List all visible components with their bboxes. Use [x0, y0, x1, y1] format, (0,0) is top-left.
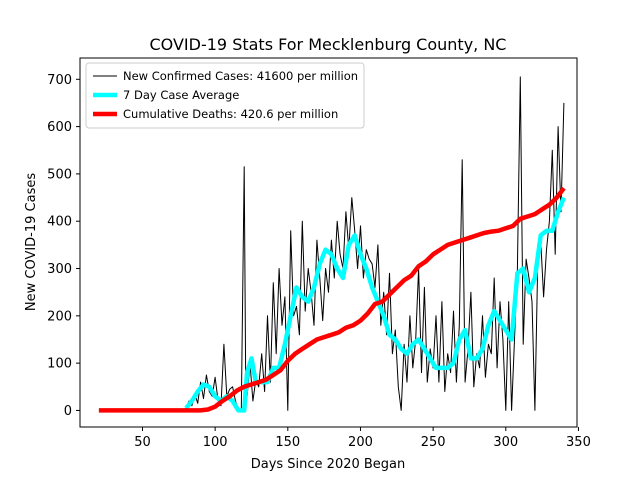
series-line-2	[98, 186, 566, 413]
y-tick-label: 300	[47, 262, 72, 277]
x-tick-label: 200	[348, 435, 373, 450]
x-tick-label: 50	[134, 435, 151, 450]
legend-label-0: New Confirmed Cases: 41600 per million	[123, 69, 358, 83]
series-layer	[98, 76, 566, 413]
x-tick-label: 300	[493, 435, 518, 450]
plot-area	[79, 57, 578, 428]
legend-label-1: 7 Day Case Average	[123, 88, 239, 102]
plot-frame	[79, 57, 578, 428]
y-axis: 0 100 200 300 400 500 600 700	[47, 73, 80, 419]
legend-label-2: Cumulative Deaths: 420.6 per million	[123, 107, 338, 121]
x-tick-label: 150	[275, 435, 300, 450]
x-tick-label: 350	[566, 435, 591, 450]
x-tick-label: 250	[421, 435, 446, 450]
y-tick-label: 100	[47, 357, 72, 372]
series-line-0	[98, 76, 565, 411]
series-line-1	[184, 196, 566, 413]
y-axis-label: New COVID-19 Cases	[24, 173, 39, 311]
x-axis-label: Days Since 2020 Began	[251, 457, 406, 472]
y-tick-label: 200	[47, 309, 72, 324]
x-tick-label: 100	[203, 435, 228, 450]
y-tick-label: 400	[47, 215, 72, 230]
y-tick-label: 600	[47, 120, 72, 135]
legend: New Confirmed Cases: 41600 per million 7 …	[85, 62, 365, 129]
y-tick-label: 500	[47, 167, 72, 182]
legend-box	[85, 62, 365, 129]
x-axis: 50 100 150 200 250 300 350	[134, 427, 591, 450]
chart-title: COVID-19 Stats For Mecklenburg County, N…	[150, 35, 507, 54]
y-tick-label: 0	[64, 404, 72, 419]
y-tick-label: 700	[47, 73, 72, 88]
